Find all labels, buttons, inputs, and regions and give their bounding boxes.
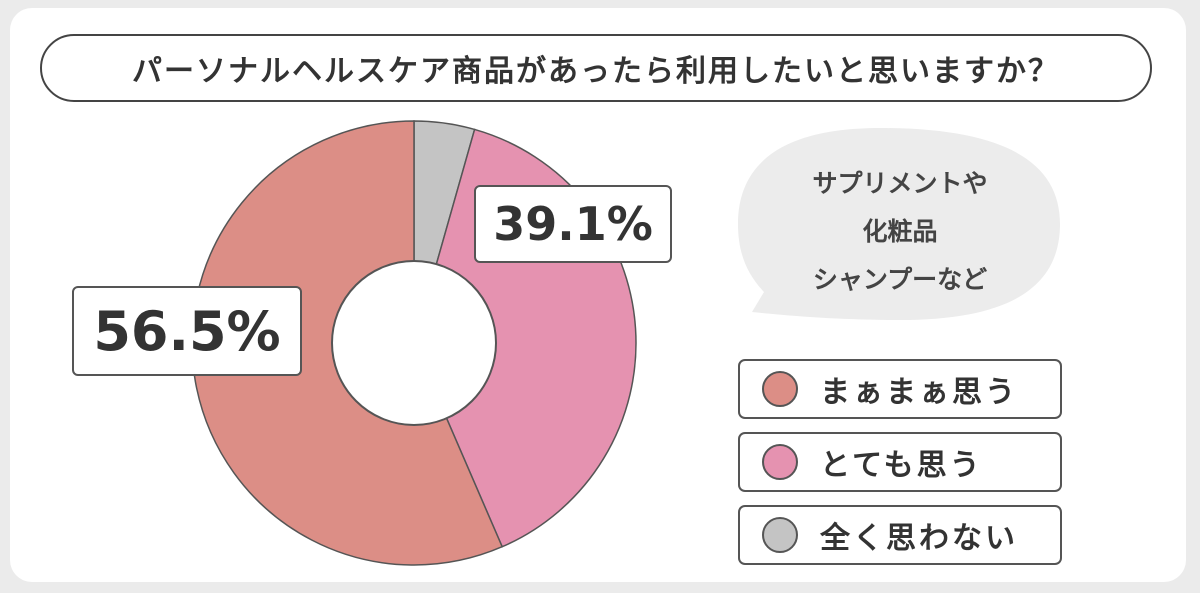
data-label-maamaa: 56.5%: [72, 286, 302, 376]
bubble-line-1: サプリメントや: [812, 169, 988, 198]
bubble-line-3: シャンプーなど: [812, 265, 988, 294]
legend-swatch-mattaku: [762, 517, 798, 553]
legend-swatch-totemo: [762, 444, 798, 480]
data-label-totemo: 39.1%: [474, 185, 672, 263]
legend-item-maamaa: まぁまぁ思う: [738, 359, 1062, 419]
speech-bubble-text: サプリメントや 化粧品 シャンプーなど: [742, 160, 1058, 304]
legend-item-mattaku: 全く思わない: [738, 505, 1062, 565]
bubble-line-2: 化粧品: [862, 217, 938, 246]
donut-hole: [331, 260, 497, 426]
legend-label-totemo: とても思う: [820, 448, 983, 483]
chart-title: パーソナルヘルスケア商品があったら利用したいと思いますか？: [40, 34, 1152, 102]
legend-item-totemo: とても思う: [738, 432, 1062, 492]
speech-bubble-shape: [738, 128, 1060, 320]
legend-label-mattaku: 全く思わない: [820, 521, 1018, 556]
legend-swatch-maamaa: [762, 371, 798, 407]
legend-label-maamaa: まぁまぁ思う: [820, 375, 1018, 410]
